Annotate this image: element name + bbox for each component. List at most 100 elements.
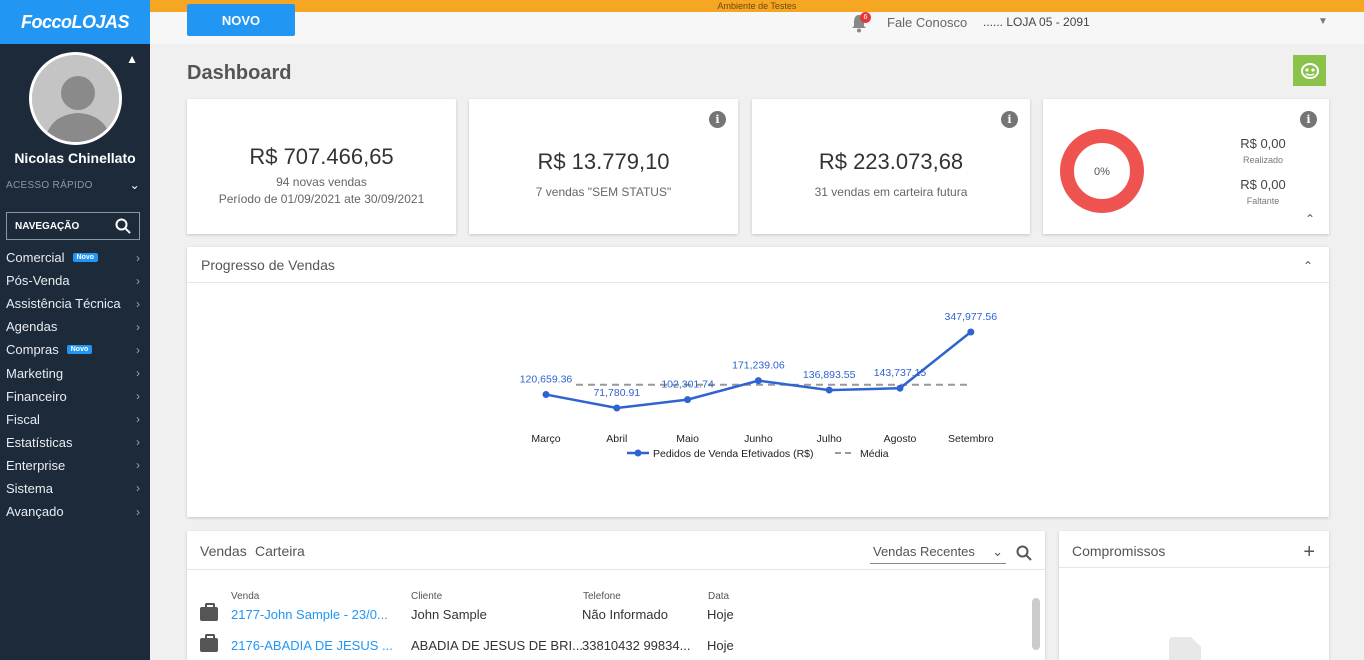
- quick-access-label: ACESSO RÁPIDO: [6, 179, 93, 191]
- chevron-right-icon: ›: [136, 296, 140, 311]
- notification-badge: 6: [860, 12, 871, 23]
- data-label: 71,780.91: [593, 387, 640, 399]
- client-cell: John Sample: [411, 607, 487, 622]
- kpi-card-no-status: i R$ 13.779,10 7 vendas "SEM STATUS": [469, 99, 738, 234]
- chevron-down-icon: ⌄: [129, 178, 140, 192]
- assistant-button[interactable]: [1293, 55, 1326, 86]
- sales-progress-chart: 120,659.36 Março 71,780.91 Abril 102,301.74 M…: [520, 311, 998, 460]
- chevron-up-icon[interactable]: ▲: [126, 52, 138, 66]
- date-cell: Hoje: [707, 607, 734, 622]
- quick-access-toggle[interactable]: ACESSO RÁPIDO ⌄: [0, 178, 150, 192]
- sidebar-item-label: Sistema: [6, 480, 53, 496]
- x-tick-label: Julho: [817, 433, 842, 445]
- data-point: [896, 384, 904, 392]
- info-icon[interactable]: i: [709, 111, 726, 128]
- chevron-right-icon: ›: [136, 481, 140, 496]
- kpi-subtitle: 31 vendas em carteira futura: [814, 185, 968, 199]
- faltante-block: R$ 0,00 Faltante: [1213, 177, 1313, 206]
- column-header-telefone: Telefone: [583, 591, 621, 602]
- tab-vendas[interactable]: Vendas: [200, 543, 247, 559]
- search-icon[interactable]: [115, 218, 131, 234]
- sales-panel: Vendas Carteira Vendas Recentes ⌄: [187, 531, 1045, 660]
- phone-cell: Não Informado: [582, 607, 668, 622]
- caret-down-icon[interactable]: ▼: [1318, 16, 1328, 27]
- kpi-subtitle: 94 novas vendas: [276, 175, 367, 189]
- search-icon[interactable]: [1016, 545, 1032, 561]
- data-label: 136,893.55: [803, 369, 856, 381]
- chevron-right-icon: ›: [136, 342, 140, 357]
- scrollbar[interactable]: [1032, 598, 1040, 650]
- chevron-right-icon: ›: [136, 389, 140, 404]
- new-badge: Novo: [72, 253, 99, 263]
- divider: [187, 569, 1045, 570]
- sales-filter-select[interactable]: Vendas Recentes ⌄: [870, 544, 1006, 564]
- kpi-card-sales: R$ 707.466,65 94 novas vendas Período de…: [187, 99, 456, 234]
- app-logo[interactable]: FoccoLOJAS: [0, 0, 150, 44]
- sidebar-item-pos-venda[interactable]: Pós-Venda ›: [0, 269, 150, 292]
- client-cell: ABADIA DE JESUS DE BRI...: [411, 638, 583, 653]
- chevron-right-icon: ›: [136, 435, 140, 450]
- sidebar-item-comercial[interactable]: Comercial Novo ›: [0, 246, 150, 269]
- sidebar-item-financeiro[interactable]: Financeiro ›: [0, 385, 150, 408]
- new-badge: Novo: [66, 345, 93, 355]
- info-icon[interactable]: i: [1300, 111, 1317, 128]
- legend-label-sales: Pedidos de Venda Efetivados (R$): [653, 448, 814, 460]
- chevron-down-icon: ⌄: [992, 544, 1003, 559]
- sidebar-item-avancado[interactable]: Avançado ›: [0, 500, 150, 523]
- goal-card: i 0% R$ 0,00 Realizado R$ 0,00 Faltante …: [1043, 99, 1329, 234]
- user-name: Nicolas Chinellato: [14, 150, 136, 166]
- chevron-right-icon: ›: [136, 504, 140, 519]
- data-label: 347,977.56: [945, 311, 998, 323]
- section-title: Compromissos: [1072, 543, 1166, 559]
- legend-marker-sales: [634, 449, 642, 457]
- chevron-up-icon[interactable]: ⌃: [1304, 212, 1315, 226]
- phone-cell: 33810432 99834...: [582, 638, 691, 653]
- sale-link[interactable]: 2176-ABADIA DE JESUS ...: [231, 638, 393, 653]
- add-icon[interactable]: +: [1303, 541, 1315, 563]
- sidebar-item-sistema[interactable]: Sistema ›: [0, 477, 150, 500]
- chevron-right-icon: ›: [136, 250, 140, 265]
- sidebar-item-fiscal[interactable]: Fiscal ›: [0, 408, 150, 431]
- column-header-cliente: Cliente: [411, 591, 443, 602]
- avatar[interactable]: [29, 52, 122, 145]
- environment-banner: Ambiente de Testes: [150, 0, 1364, 12]
- sidebar-item-label: Financeiro: [6, 388, 67, 404]
- novo-button[interactable]: NOVO: [187, 4, 295, 36]
- sidebar-item-label: Compras: [6, 342, 59, 358]
- nav-search[interactable]: NAVEGAÇÃO: [6, 212, 140, 240]
- top-bar: Ambiente de Testes NOVO 6 Fale Conosco .…: [150, 0, 1364, 44]
- sidebar-item-estatisticas[interactable]: Estatísticas ›: [0, 431, 150, 454]
- sidebar-item-marketing[interactable]: Marketing ›: [0, 361, 150, 384]
- data-point: [684, 396, 692, 404]
- x-tick-label: Abril: [606, 433, 627, 445]
- sidebar-item-label: Estatísticas: [6, 434, 73, 450]
- sidebar-item-label: Assistência Técnica: [6, 296, 121, 312]
- data-point: [825, 386, 833, 394]
- kpi-value: R$ 223.073,68: [818, 149, 964, 174]
- chevron-right-icon: ›: [136, 458, 140, 473]
- tab-carteira[interactable]: Carteira: [255, 543, 305, 559]
- compromissos-panel: Compromissos +: [1059, 531, 1329, 660]
- sidebar-item-label: Comercial: [6, 250, 65, 266]
- sidebar-item-assistencia-tecnica[interactable]: Assistência Técnica ›: [0, 292, 150, 315]
- kpi-card-future-portfolio: i R$ 223.073,68 31 vendas em carteira fu…: [752, 99, 1030, 234]
- info-icon[interactable]: i: [1001, 111, 1018, 128]
- fale-conosco-link[interactable]: Fale Conosco: [887, 15, 968, 30]
- sidebar-item-label: Enterprise: [6, 457, 66, 473]
- x-tick-label: Junho: [744, 433, 773, 445]
- sidebar-item-enterprise[interactable]: Enterprise ›: [0, 454, 150, 477]
- realizado-block: R$ 0,00 Realizado: [1213, 136, 1313, 165]
- sidebar-item-compras[interactable]: Compras Novo ›: [0, 338, 150, 361]
- nav-list: Comercial Novo › Pós-Venda › Assistência Té…: [0, 246, 150, 523]
- chevron-right-icon: ›: [136, 319, 140, 334]
- sidebar-item-label: Fiscal: [6, 411, 40, 427]
- sales-filter-value: Vendas Recentes: [873, 544, 975, 559]
- sale-link[interactable]: 2177-John Sample - 23/0...: [231, 607, 388, 622]
- data-point: [542, 391, 550, 399]
- chevron-right-icon: ›: [136, 273, 140, 288]
- x-tick-label: Maio: [676, 433, 699, 445]
- goal-percent: 0%: [1094, 166, 1110, 178]
- sidebar-item-agendas[interactable]: Agendas ›: [0, 315, 150, 338]
- store-selector[interactable]: ...... LOJA 05 - 2091: [983, 15, 1090, 29]
- chevron-up-icon[interactable]: ⌃: [1302, 259, 1313, 273]
